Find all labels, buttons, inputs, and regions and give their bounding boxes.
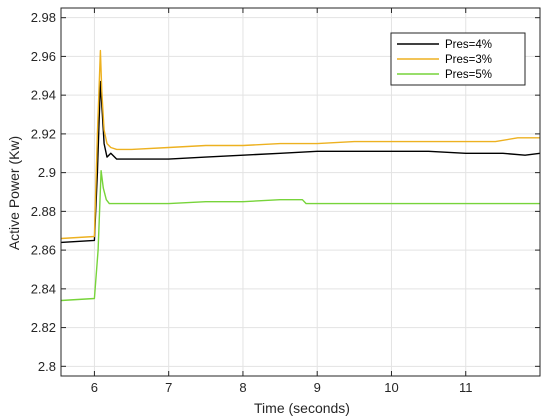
y-tick-label: 2.9 — [38, 165, 56, 180]
axes-box — [60, 7, 541, 377]
legend-label-2: Pres=3% — [445, 54, 492, 66]
y-tick-label: 2.94 — [31, 88, 56, 103]
y-tick-label: 2.92 — [31, 126, 56, 141]
x-tick-label: 8 — [239, 380, 246, 395]
y-tick-label: 2.8 — [38, 359, 56, 374]
series-line-2 — [60, 49, 540, 240]
x-tick-label: 10 — [384, 380, 398, 395]
tick-labels: 6 7 8 9 10 11 2.8 2.82 2.84 2.86 2.88 2.9 2.92 2.94 2.… — [31, 10, 473, 395]
y-tick-label: 2.88 — [31, 204, 56, 219]
y-tick-label: 2.98 — [31, 10, 56, 25]
series-line-3 — [60, 169, 540, 302]
series-layer — [60, 49, 541, 302]
legend-label-3: Pres=5% — [445, 69, 492, 81]
y-tick-label: 2.84 — [31, 281, 56, 296]
legend: Pres=4% Pres=3% Pres=5% — [390, 32, 526, 86]
y-tick-label: 2.82 — [31, 320, 56, 335]
axes-layer — [60, 7, 541, 377]
x-tick-label: 11 — [459, 380, 473, 395]
x-axis-label: Time (seconds) — [254, 400, 350, 416]
y-tick-label: 2.86 — [31, 243, 56, 258]
x-tick-label: 7 — [165, 380, 172, 395]
x-tick-label: 6 — [91, 380, 98, 395]
series-line-1 — [60, 80, 541, 244]
legend-label-1: Pres=4% — [445, 39, 492, 51]
y-axis-label: Active Power (Kw) — [6, 136, 22, 250]
y-tick-label: 2.96 — [31, 49, 56, 64]
x-tick-label: 9 — [314, 380, 321, 395]
